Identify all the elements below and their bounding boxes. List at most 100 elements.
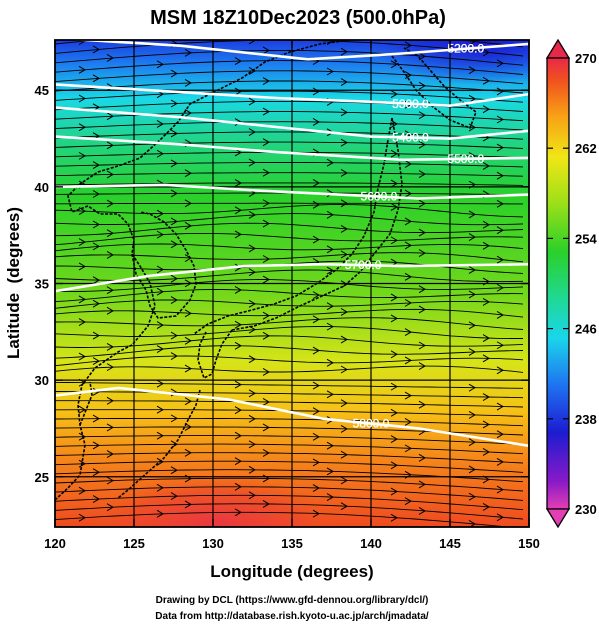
streamline xyxy=(55,443,524,455)
wind-arrow xyxy=(248,97,256,106)
x-axis: 120 125 130 135 140 145 150 xyxy=(44,40,540,551)
coastlines xyxy=(55,40,477,501)
wind-arrow xyxy=(404,444,412,453)
wind-arrow xyxy=(106,141,114,150)
wind-arrow xyxy=(78,94,86,103)
wind-arrow xyxy=(184,336,192,345)
wind-arrow xyxy=(496,115,504,124)
wind-arrow xyxy=(156,287,164,296)
wind-arrow xyxy=(496,366,504,375)
wind-arrow xyxy=(404,328,412,337)
wind-arrow xyxy=(340,308,348,316)
wind-arrow xyxy=(92,190,100,198)
wind-arrow xyxy=(156,60,164,69)
wind-arrow xyxy=(106,170,114,179)
wind-arrow xyxy=(390,513,398,522)
streamline xyxy=(55,131,524,140)
wind-arrow xyxy=(78,432,86,441)
wind-arrow xyxy=(262,219,270,228)
wind-arrow xyxy=(262,449,270,457)
wind-arrow xyxy=(262,199,270,208)
wind-arrow xyxy=(248,389,256,398)
wind-arrow xyxy=(156,120,164,128)
wind-arrow xyxy=(496,485,504,494)
streamline xyxy=(55,355,524,367)
wind-arrow xyxy=(106,423,114,432)
contour-line xyxy=(55,262,529,293)
wind-arrow xyxy=(468,40,476,46)
wind-arrow xyxy=(184,221,192,230)
wind-arrow xyxy=(312,315,320,324)
wind-arrow xyxy=(234,341,242,350)
wind-arrow xyxy=(390,461,398,470)
footer-credit: Drawing by DCL (https://www.gfd-dennou.o… xyxy=(156,595,429,606)
wind-arrow xyxy=(106,112,114,121)
wind-arrow xyxy=(106,54,114,62)
wind-arrow xyxy=(248,128,256,136)
wind-arrow xyxy=(92,242,100,251)
wind-arrow xyxy=(326,210,334,219)
streamline xyxy=(55,213,524,226)
wind-arrow xyxy=(312,432,320,441)
wind-arrow xyxy=(404,160,412,168)
contour-line xyxy=(55,106,529,140)
wind-arrow xyxy=(262,331,270,340)
streamline xyxy=(55,222,524,237)
wind-arrow xyxy=(340,199,348,208)
wind-arrow xyxy=(184,309,192,318)
wind-arrow xyxy=(234,380,242,389)
y-tick-label: 30 xyxy=(35,373,49,388)
wind-arrow xyxy=(156,431,164,440)
wind-arrow xyxy=(482,503,490,511)
streamline xyxy=(55,49,524,66)
wind-arrow xyxy=(170,189,178,198)
wind-arrow xyxy=(234,230,242,239)
wind-arrow xyxy=(418,507,426,515)
wind-arrow xyxy=(184,48,192,57)
wind-arrow xyxy=(390,119,398,128)
wind-arrow xyxy=(170,296,178,304)
coastline-ryukyu xyxy=(117,389,201,499)
wind-arrow xyxy=(496,402,504,411)
wind-arrow xyxy=(262,423,270,432)
wind-arrow xyxy=(184,474,192,483)
wind-arrow xyxy=(106,229,114,238)
wind-arrow xyxy=(106,342,114,351)
x-tick-label: 130 xyxy=(202,536,224,551)
contour-label: 5700.0 xyxy=(345,258,382,272)
coastline-taiwan xyxy=(79,381,93,426)
wind-arrow xyxy=(326,245,334,254)
streamline xyxy=(55,111,524,122)
wind-arrow xyxy=(262,311,270,320)
x-tick-label: 135 xyxy=(281,536,303,551)
contour-line xyxy=(55,83,529,108)
wind-arrow xyxy=(170,240,178,249)
warm-anomaly xyxy=(95,475,335,527)
wind-arrow xyxy=(390,382,398,391)
wind-arrow xyxy=(391,31,397,38)
wind-arrow xyxy=(106,503,114,512)
wind-arrow xyxy=(234,320,242,329)
wind-arrow xyxy=(234,206,242,215)
coastline-asia-mainland xyxy=(55,40,351,501)
y-tick-label: 25 xyxy=(35,470,49,485)
wind-arrow xyxy=(326,441,334,450)
wind-arrow xyxy=(418,81,426,90)
colorbar-tick-label: 254 xyxy=(575,231,597,246)
wind-arrow xyxy=(326,40,334,46)
wind-arrow xyxy=(262,77,270,85)
streamline xyxy=(55,172,524,177)
wind-arrow xyxy=(156,230,164,239)
wind-arrow xyxy=(418,362,426,371)
wind-arrow xyxy=(496,143,504,152)
wind-arrow xyxy=(496,171,504,180)
x-axis-label: Longitude (degrees) xyxy=(210,562,373,581)
wind-arrow xyxy=(106,363,114,372)
streamline xyxy=(55,202,523,205)
streamline xyxy=(55,365,524,373)
streamline xyxy=(55,435,524,445)
contour-label: 5600.0 xyxy=(361,190,398,204)
wind-arrow xyxy=(78,378,86,387)
wind-arrow xyxy=(390,60,398,69)
